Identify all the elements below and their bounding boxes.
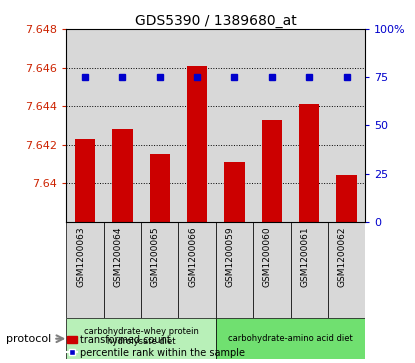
Bar [75, 139, 95, 222]
Bar [66, 318, 216, 359]
Text: carbohydrate-amino acid diet: carbohydrate-amino acid diet [228, 334, 353, 343]
Text: GSM1200064: GSM1200064 [113, 227, 122, 287]
Text: GSM1200062: GSM1200062 [337, 227, 347, 287]
Bar [112, 129, 133, 222]
Bar [216, 29, 253, 222]
Text: GSM1200059: GSM1200059 [225, 227, 234, 287]
Bar [104, 29, 141, 222]
Bar [216, 318, 365, 359]
Bar [104, 222, 141, 318]
Bar [328, 222, 365, 318]
Bar [178, 29, 216, 222]
Bar [290, 29, 328, 222]
Text: GSM1200060: GSM1200060 [263, 227, 272, 287]
Bar [253, 222, 290, 318]
Title: GDS5390 / 1389680_at: GDS5390 / 1389680_at [135, 14, 297, 28]
Text: GSM1200063: GSM1200063 [76, 227, 85, 287]
Bar [141, 29, 178, 222]
Bar [261, 119, 282, 222]
Bar [336, 175, 357, 222]
Bar [216, 222, 253, 318]
Bar [253, 29, 290, 222]
Bar [66, 222, 104, 318]
Bar [149, 154, 170, 222]
Bar [224, 162, 245, 222]
Bar [187, 66, 208, 222]
Text: GSM1200066: GSM1200066 [188, 227, 197, 287]
Bar [299, 104, 320, 222]
Text: carbohydrate-whey protein
hydrolysate diet: carbohydrate-whey protein hydrolysate di… [84, 327, 198, 346]
Bar [141, 222, 178, 318]
Text: protocol: protocol [6, 334, 51, 344]
Bar [290, 222, 328, 318]
Legend: transformed count, percentile rank within the sample: transformed count, percentile rank withi… [63, 331, 249, 362]
Bar [178, 222, 216, 318]
Bar [66, 29, 104, 222]
Text: GSM1200065: GSM1200065 [151, 227, 160, 287]
Text: GSM1200061: GSM1200061 [300, 227, 309, 287]
Bar [328, 29, 365, 222]
